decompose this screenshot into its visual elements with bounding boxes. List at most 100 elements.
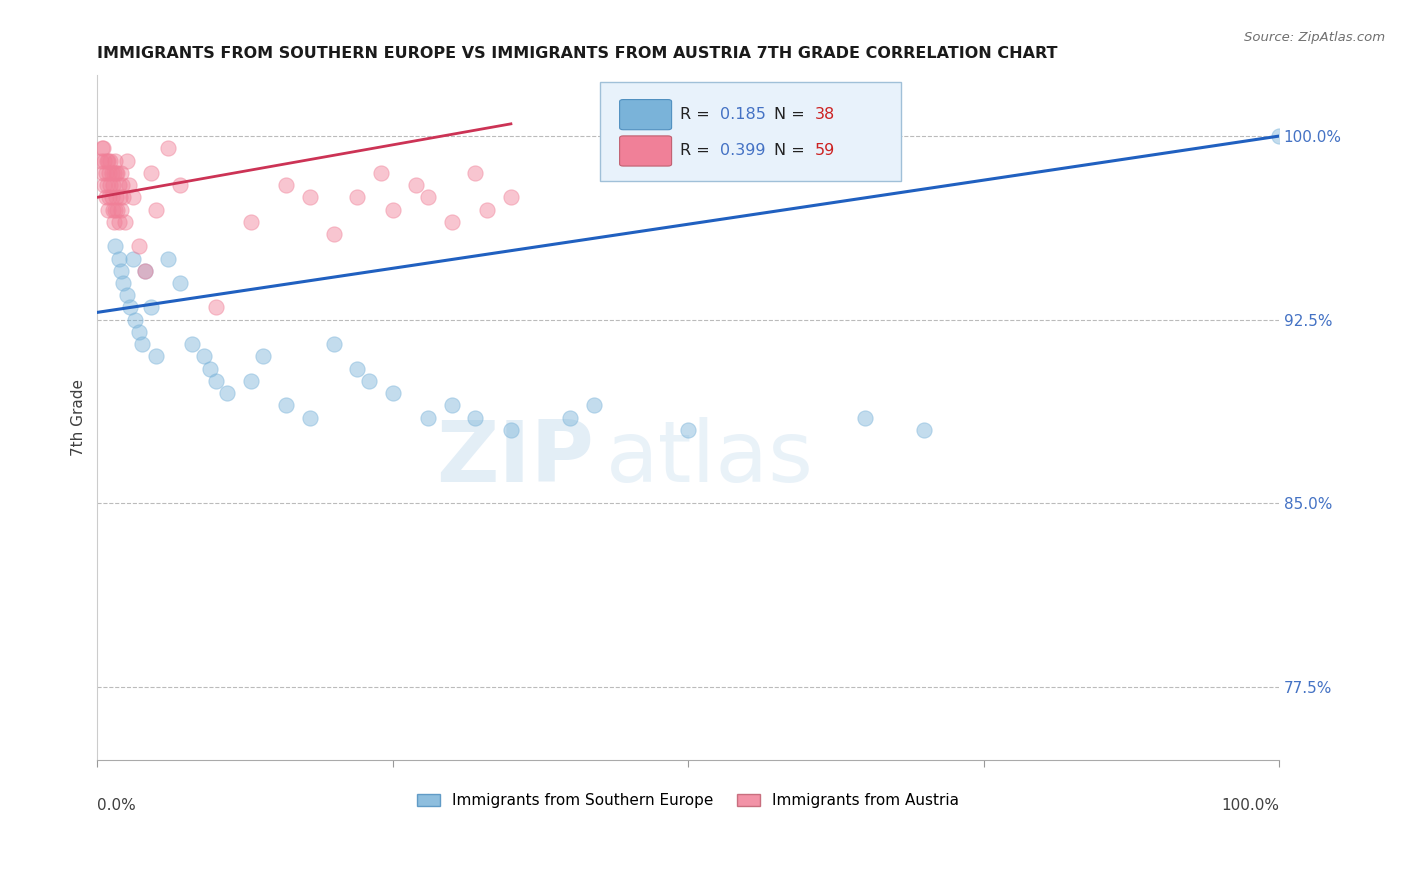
Text: Source: ZipAtlas.com: Source: ZipAtlas.com xyxy=(1244,31,1385,45)
Point xyxy=(134,264,156,278)
Point xyxy=(91,141,114,155)
Point xyxy=(114,215,136,229)
Point xyxy=(131,337,153,351)
Point xyxy=(299,190,322,204)
Point xyxy=(299,410,322,425)
Point xyxy=(914,423,936,437)
Point xyxy=(107,215,129,229)
Point xyxy=(276,178,298,192)
Text: 38: 38 xyxy=(814,107,835,122)
Point xyxy=(157,141,180,155)
Point xyxy=(418,410,440,425)
Point xyxy=(115,288,138,302)
Text: ZIP: ZIP xyxy=(436,417,593,500)
Point xyxy=(97,153,120,168)
Point xyxy=(322,337,344,351)
Point xyxy=(107,166,129,180)
Point xyxy=(169,178,191,192)
Point xyxy=(91,166,114,180)
Point xyxy=(370,166,392,180)
Point xyxy=(464,410,486,425)
Point xyxy=(558,410,581,425)
Point xyxy=(239,374,262,388)
Point xyxy=(128,325,150,339)
Point xyxy=(499,190,522,204)
Point xyxy=(346,361,368,376)
Point xyxy=(100,190,122,204)
Point xyxy=(322,227,344,241)
Point xyxy=(128,239,150,253)
Point xyxy=(169,276,191,290)
Point xyxy=(853,410,876,425)
Point xyxy=(104,153,127,168)
Point xyxy=(104,202,127,217)
Point xyxy=(381,202,404,217)
Point xyxy=(582,398,605,412)
Point xyxy=(477,202,499,217)
Point xyxy=(101,202,124,217)
Point xyxy=(440,215,463,229)
Point xyxy=(111,178,134,192)
Point xyxy=(107,202,129,217)
Point xyxy=(121,190,143,204)
Point xyxy=(115,153,138,168)
Text: atlas: atlas xyxy=(606,417,814,500)
Text: 0.185: 0.185 xyxy=(720,107,766,122)
Point xyxy=(98,153,121,168)
Text: R =: R = xyxy=(681,107,714,122)
Point xyxy=(1268,129,1291,144)
Point xyxy=(103,215,125,229)
Point xyxy=(107,178,129,192)
Point xyxy=(134,264,156,278)
Point xyxy=(108,190,131,204)
Text: N =: N = xyxy=(775,107,810,122)
Point xyxy=(118,178,141,192)
Point xyxy=(96,153,118,168)
Point xyxy=(94,190,117,204)
Point xyxy=(105,190,128,204)
Point xyxy=(139,301,162,315)
Point xyxy=(110,166,132,180)
Text: R =: R = xyxy=(681,144,714,159)
Point xyxy=(105,166,128,180)
Point xyxy=(98,166,121,180)
FancyBboxPatch shape xyxy=(620,100,672,129)
Point xyxy=(103,166,125,180)
Text: 0.399: 0.399 xyxy=(720,144,765,159)
FancyBboxPatch shape xyxy=(620,136,672,166)
Point xyxy=(100,166,122,180)
Point xyxy=(359,374,381,388)
FancyBboxPatch shape xyxy=(599,82,901,181)
Point xyxy=(101,178,124,192)
Point xyxy=(94,166,117,180)
Point xyxy=(97,202,120,217)
Point xyxy=(112,190,135,204)
Point xyxy=(239,215,262,229)
Point xyxy=(91,141,114,155)
Point xyxy=(98,190,121,204)
Point xyxy=(440,398,463,412)
Point xyxy=(121,252,143,266)
Point xyxy=(180,337,202,351)
Point xyxy=(104,239,127,253)
Point xyxy=(124,312,146,326)
Point xyxy=(145,350,167,364)
Point xyxy=(110,264,132,278)
Point xyxy=(193,350,215,364)
Point xyxy=(217,386,239,401)
Point xyxy=(252,350,274,364)
Text: N =: N = xyxy=(775,144,810,159)
Point xyxy=(464,166,486,180)
Point xyxy=(276,398,298,412)
Point xyxy=(112,276,135,290)
Point xyxy=(381,386,404,401)
Point xyxy=(120,301,142,315)
Point xyxy=(499,423,522,437)
Point xyxy=(90,153,112,168)
Legend: Immigrants from Southern Europe, Immigrants from Austria: Immigrants from Southern Europe, Immigra… xyxy=(411,788,965,814)
Point xyxy=(139,166,162,180)
Point xyxy=(93,153,115,168)
Point xyxy=(96,178,118,192)
Point xyxy=(204,374,226,388)
Point xyxy=(418,190,440,204)
